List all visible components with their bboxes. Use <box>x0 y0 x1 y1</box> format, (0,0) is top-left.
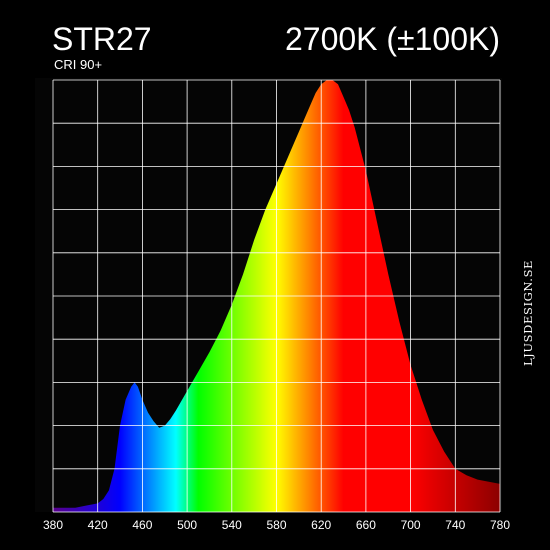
grid <box>52 79 501 513</box>
x-tick-label: 740 <box>445 518 465 532</box>
x-tick-label: 780 <box>490 518 510 532</box>
x-axis: 380 420 460 500 540 580 620 660 700 740 780 <box>43 518 510 532</box>
x-tick-label: 500 <box>177 518 197 532</box>
cri-rating: CRI 90+ <box>54 57 103 72</box>
product-title: STR27 <box>52 21 152 57</box>
x-tick-label: 540 <box>222 518 242 532</box>
x-tick-label: 420 <box>88 518 108 532</box>
x-tick-label: 620 <box>311 518 331 532</box>
x-tick-label: 380 <box>43 518 63 532</box>
x-tick-label: 660 <box>356 518 376 532</box>
color-temperature: 2700K (±100K) <box>284 21 500 57</box>
x-tick-label: 580 <box>266 518 286 532</box>
x-tick-label: 700 <box>401 518 421 532</box>
x-tick-label: 460 <box>132 518 152 532</box>
